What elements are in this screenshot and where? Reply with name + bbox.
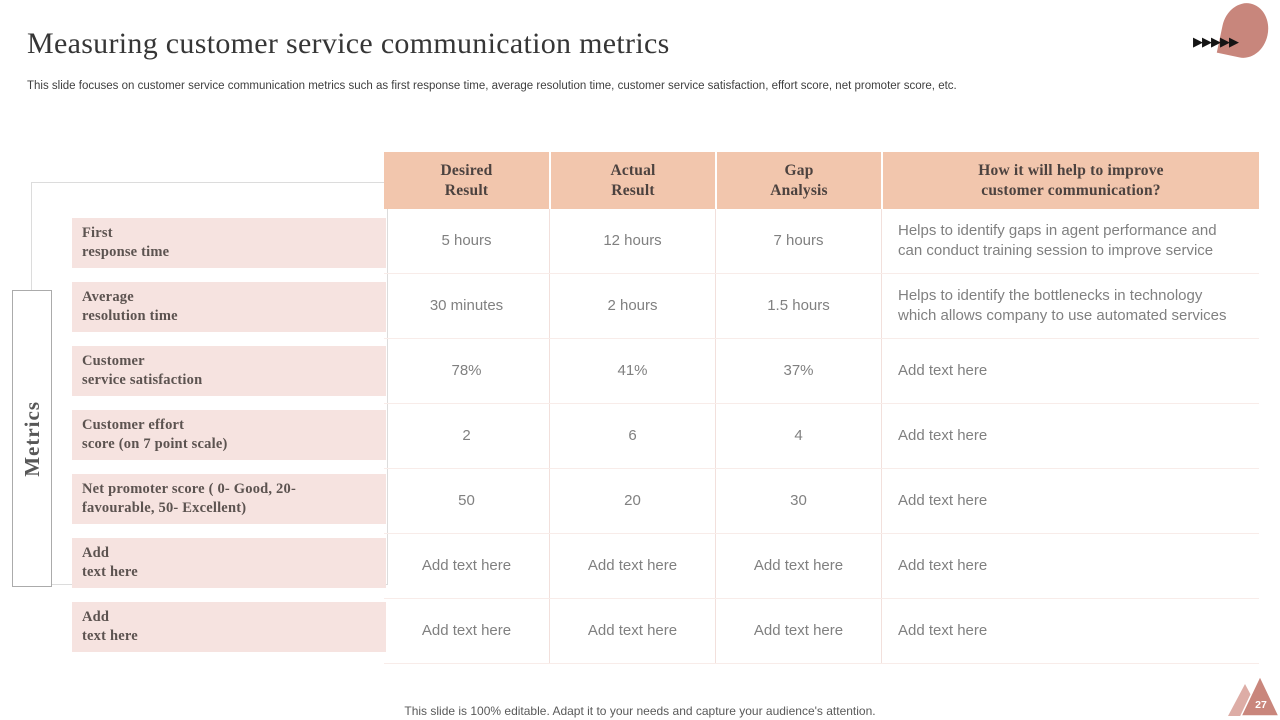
row-label-placeholder-2[interactable]: Add text here xyxy=(72,602,386,652)
metrics-table: Desired Result Actual Result Gap Analysis H… xyxy=(384,152,1259,664)
row-label-line1: Customer xyxy=(82,353,145,369)
row-label-net-promoter-score: Net promoter score ( 0- Good, 20- favoura… xyxy=(72,474,386,524)
table-row: Add text here Add text here Add text her… xyxy=(384,599,1259,664)
table-cell: 5 hours xyxy=(441,232,492,249)
table-cell-placeholder[interactable]: Add text here xyxy=(421,557,512,574)
row-label-line2: score (on 7 point scale) xyxy=(82,436,228,452)
row-label-customer-effort-score: Customer effort score (on 7 point scale) xyxy=(72,410,386,460)
table-cell: 41% xyxy=(549,339,715,403)
table-cell: 30 xyxy=(715,469,881,533)
table-cell-placeholder[interactable]: Add text here xyxy=(421,622,512,639)
table-row: 78% 41% 37% Add text here xyxy=(384,339,1259,404)
table-cell: 2 xyxy=(462,427,471,444)
page-title: Measuring customer service communication… xyxy=(27,27,670,60)
table-header-actual-result: Actual Result xyxy=(549,152,715,209)
row-label-customer-service-satisfaction: Customer service satisfaction xyxy=(72,346,386,396)
table-row: Add text here Add text here Add text her… xyxy=(384,534,1259,599)
row-label-line1: Add xyxy=(82,609,110,625)
metrics-axis-label-text: Metrics xyxy=(19,400,44,477)
row-label-line1: First xyxy=(82,225,113,241)
badge-front-triangle xyxy=(1239,674,1280,717)
table-header-desired-result: Desired Result xyxy=(384,152,549,209)
row-label-line1: Add xyxy=(82,545,110,561)
row-label-line1: Average xyxy=(82,289,134,305)
metrics-axis-label: Metrics xyxy=(12,290,52,587)
table-cell: 20 xyxy=(549,469,715,533)
row-label-line2: favourable, 50- Excellent) xyxy=(82,500,247,516)
header-line1: How it will help to improve xyxy=(978,161,1164,179)
table-cell-placeholder[interactable]: Add text here xyxy=(881,404,1259,468)
table-header-improvement: How it will help to improve customer comm… xyxy=(881,152,1259,209)
table-cell: 1.5 hours xyxy=(715,274,881,338)
table-header-gap-analysis: Gap Analysis xyxy=(715,152,881,209)
table-cell-placeholder[interactable]: Add text here xyxy=(881,534,1259,598)
table-cell: 30 minutes xyxy=(429,297,504,314)
header-line2: customer communication? xyxy=(981,181,1161,199)
table-cell: 6 xyxy=(549,404,715,468)
table-cell: 12 hours xyxy=(549,209,715,273)
table-cell-placeholder[interactable]: Add text here xyxy=(549,534,715,598)
table-cell: 2 hours xyxy=(549,274,715,338)
table-row: 50 20 30 Add text here xyxy=(384,469,1259,534)
page-number: 27 xyxy=(1255,699,1267,711)
table-cell: Helps to identify gaps in agent performa… xyxy=(881,209,1259,273)
header-line1: Gap xyxy=(784,161,814,179)
table-cell: Helps to identify the bottlenecks in tec… xyxy=(881,274,1259,338)
row-label-line1: Customer effort xyxy=(82,417,185,433)
table-row: 30 minutes 2 hours 1.5 hours Helps to id… xyxy=(384,274,1259,339)
page-number-badge xyxy=(1228,674,1280,717)
table-row: 5 hours 12 hours 7 hours Helps to identi… xyxy=(384,209,1259,274)
row-label-first-response-time: First response time xyxy=(72,218,386,268)
table-cell-placeholder[interactable]: Add text here xyxy=(715,534,881,598)
row-label-line2: resolution time xyxy=(82,308,178,324)
slide-subtitle: This slide focuses on customer service c… xyxy=(27,80,957,92)
table-cell: 50 xyxy=(458,492,475,509)
table-cell-placeholder[interactable]: Add text here xyxy=(715,599,881,663)
header-line2: Result xyxy=(611,181,655,199)
table-cell-placeholder[interactable]: Add text here xyxy=(881,339,1259,403)
table-header-row: Desired Result Actual Result Gap Analysis H… xyxy=(384,152,1259,209)
row-label-line2: text here xyxy=(82,564,138,580)
footer-note: This slide is 100% editable. Adapt it to… xyxy=(404,704,876,718)
table-cell-placeholder[interactable]: Add text here xyxy=(881,599,1259,663)
row-label-line2: response time xyxy=(82,244,170,260)
table-cell: 37% xyxy=(715,339,881,403)
header-line1: Desired xyxy=(440,161,493,179)
header-line1: Actual xyxy=(610,161,656,179)
row-label-placeholder-1[interactable]: Add text here xyxy=(72,538,386,588)
row-label-line2: service satisfaction xyxy=(82,372,203,388)
header-line2: Result xyxy=(444,181,489,199)
table-row: 2 6 4 Add text here xyxy=(384,404,1259,469)
corner-teardrop-decoration xyxy=(1216,0,1274,63)
table-cell: 78% xyxy=(451,362,482,379)
row-label-average-resolution-time: Average resolution time xyxy=(72,282,386,332)
table-cell-placeholder[interactable]: Add text here xyxy=(549,599,715,663)
table-cell: 7 hours xyxy=(715,209,881,273)
table-cell-placeholder[interactable]: Add text here xyxy=(881,469,1259,533)
row-label-line1: Net promoter score ( 0- Good, 20- xyxy=(82,481,296,497)
row-label-line2: text here xyxy=(82,628,138,644)
table-cell: 4 xyxy=(715,404,881,468)
forward-arrows-icon: ▶▶▶▶▶ xyxy=(1193,34,1239,49)
header-line2: Analysis xyxy=(770,181,828,199)
